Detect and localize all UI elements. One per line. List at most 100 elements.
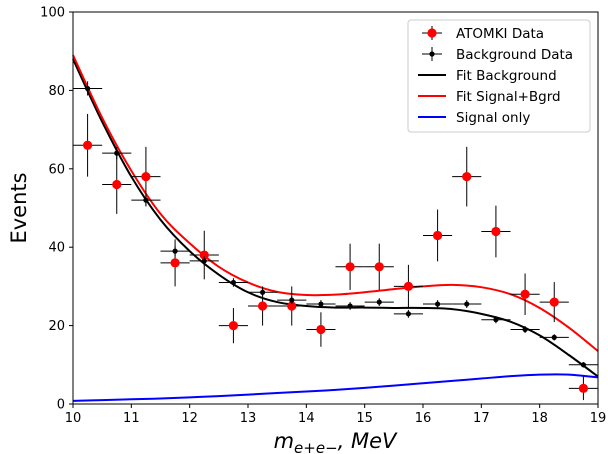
atomki-marker [112, 179, 122, 190]
y-tick-label: 60 [48, 162, 65, 177]
x-axis: 10 11 12 13 14 15 16 17 18 19 [65, 404, 607, 426]
atomki-point [393, 264, 423, 308]
series-line-fit-background [72, 58, 599, 378]
atomki-marker [491, 226, 501, 237]
atomki-point [102, 155, 132, 214]
legend: ATOMKI Data Background Data Fit Background… [407, 19, 591, 133]
legend-item-background-data: Background Data [422, 47, 573, 63]
y-tick-label: 20 [48, 319, 65, 334]
atomki-point [306, 312, 336, 347]
background-point [568, 362, 598, 368]
atomki-marker [403, 281, 414, 291]
background-marker [551, 334, 557, 340]
x-tick-label: 10 [65, 411, 82, 426]
background-point [102, 146, 132, 160]
legend-label: Signal only [456, 110, 530, 126]
background-marker [289, 297, 295, 303]
atomki-point [335, 243, 365, 290]
background-marker [405, 311, 412, 317]
x-axis-label: me+e−, MeV [274, 429, 398, 454]
legend-marker-swatch [429, 51, 435, 57]
background-marker [172, 248, 178, 254]
background-point [452, 300, 482, 308]
background-point [306, 300, 336, 308]
atomki-point [189, 230, 219, 280]
plot-frame [72, 11, 599, 405]
atomki-point [73, 113, 103, 177]
background-point [539, 334, 569, 341]
atomki-point [481, 205, 511, 258]
legend-item-fit-background: Fit Background [418, 68, 557, 84]
atomki-point [218, 307, 248, 344]
legend-label: Fit Background [456, 68, 557, 84]
atomki-point [510, 273, 540, 316]
background-point [189, 256, 219, 266]
background-marker [230, 279, 237, 286]
background-marker [84, 85, 91, 92]
legend-marker-swatch [427, 28, 437, 38]
atomki-marker [316, 324, 326, 335]
atomki-point [423, 209, 453, 262]
atomki-point [568, 376, 598, 401]
atomki-marker [257, 301, 268, 311]
atomki-marker [345, 262, 355, 272]
background-marker [347, 303, 353, 309]
legend-label: Fit Signal+Bgrd [456, 89, 561, 105]
series-line-fit-signal-bgrd [72, 54, 599, 352]
background-marker [201, 258, 207, 264]
legend-item-fit-signal-bgrd: Fit Signal+Bgrd [418, 89, 561, 105]
background-point [248, 287, 278, 297]
y-tick-label: 100 [40, 6, 65, 21]
background-marker [376, 299, 382, 305]
legend-label: ATOMKI Data [456, 26, 544, 42]
background-marker [259, 289, 266, 295]
background-point [393, 309, 423, 318]
atomki-point [364, 243, 394, 290]
atomki-point [277, 286, 307, 326]
background-marker [580, 362, 587, 368]
background-marker [464, 301, 470, 307]
legend-label: Background Data [456, 47, 573, 63]
background-marker [318, 301, 324, 307]
x-axis-label-main: m [274, 429, 294, 453]
background-marker [493, 317, 499, 323]
atomki-marker [82, 140, 93, 150]
legend-box [407, 19, 591, 133]
y-tick-label: 40 [48, 241, 65, 256]
y-tick-label: 80 [48, 84, 65, 99]
background-marker [522, 326, 528, 333]
plot-area [72, 54, 599, 402]
background-point [481, 316, 511, 324]
x-tick-label: 19 [590, 411, 607, 426]
background-point [131, 194, 161, 206]
atomki-marker [462, 172, 472, 182]
y-axis-label: Events [7, 172, 31, 243]
background-point [160, 246, 190, 257]
atomki-marker [228, 321, 239, 331]
atomki-marker [578, 383, 589, 393]
x-axis-label-subscript: e+e− [294, 439, 338, 454]
series-line-signal-only [72, 373, 599, 402]
background-point [277, 296, 307, 305]
x-tick-label: 17 [473, 411, 490, 426]
x-tick-label: 11 [123, 411, 140, 426]
atomki-point [452, 146, 482, 207]
background-marker [114, 150, 120, 156]
x-tick-label: 14 [298, 411, 315, 426]
atomki-point [539, 282, 569, 323]
atomki-marker [549, 297, 559, 307]
background-point [73, 81, 103, 96]
background-point [218, 278, 248, 287]
x-tick-label: 16 [415, 411, 432, 426]
y-tick-label: 0 [57, 398, 65, 413]
atomki-marker [199, 250, 209, 260]
x-tick-label: 18 [531, 411, 548, 426]
background-marker [434, 301, 441, 307]
y-axis: 0 20 40 60 80 100 [40, 6, 73, 413]
atomki-marker [170, 258, 180, 268]
x-tick-label: 13 [240, 411, 257, 426]
atomki-marker [287, 301, 297, 311]
x-axis-label-unit: , MeV [338, 429, 398, 453]
x-tick-label: 12 [181, 411, 198, 426]
